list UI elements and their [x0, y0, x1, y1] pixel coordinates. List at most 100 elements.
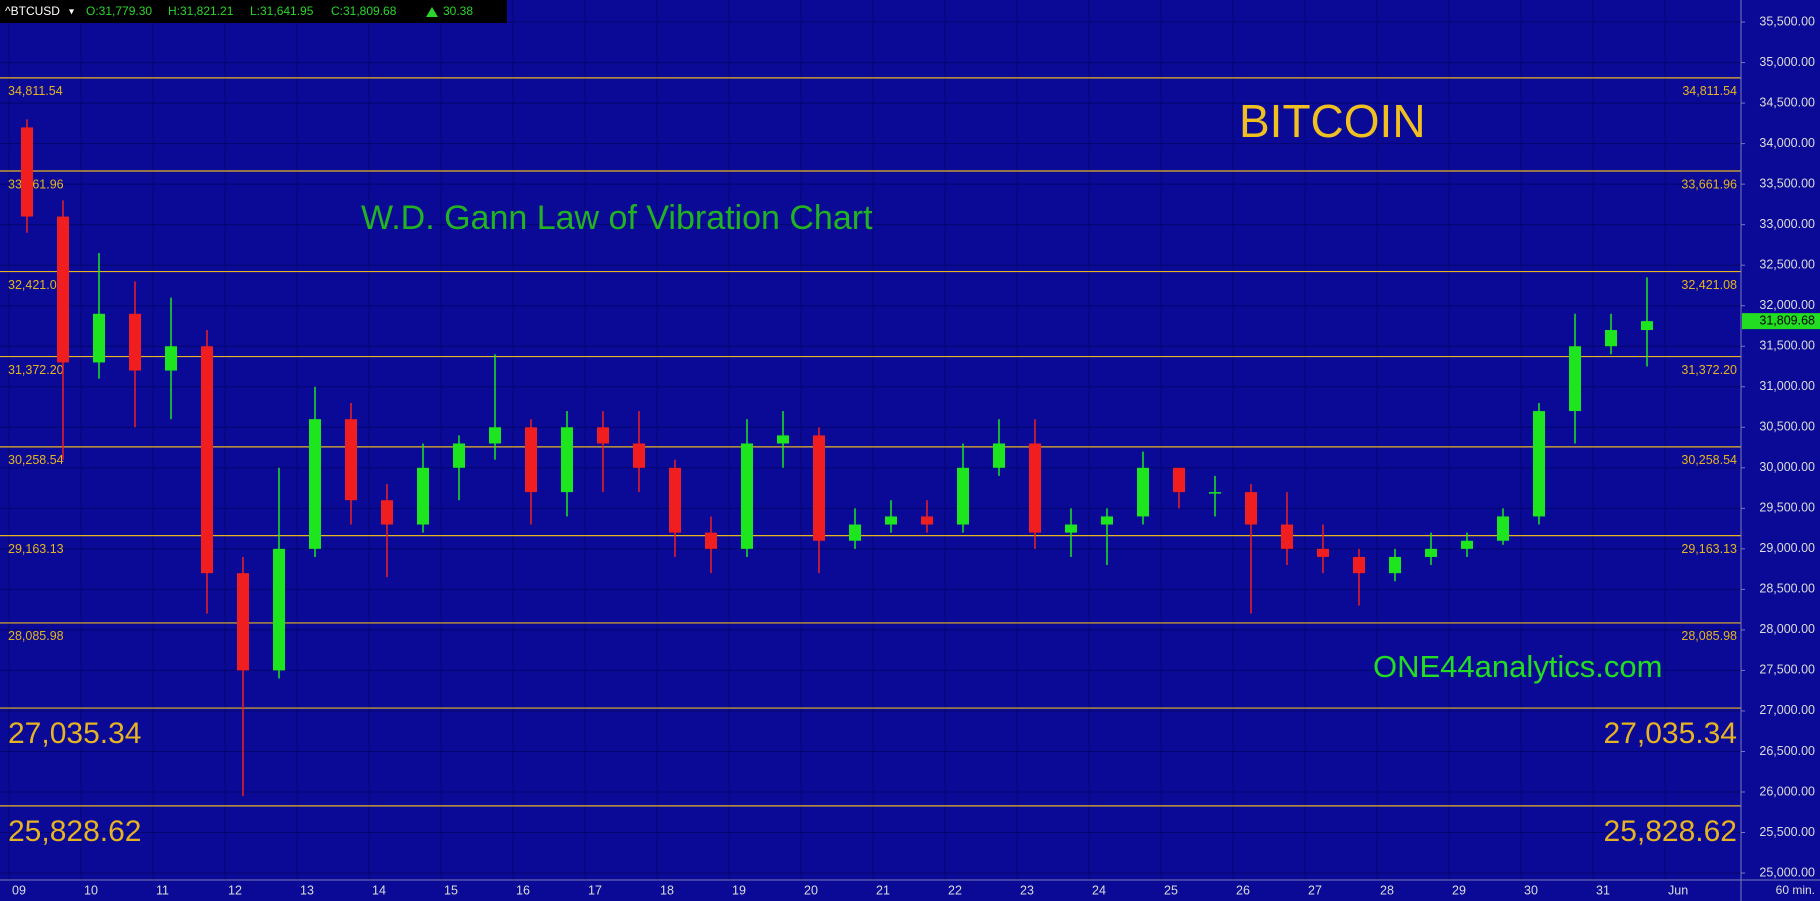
y-tick-label: 34,000.00	[1759, 136, 1815, 150]
level-label-right: 32,421.08	[1681, 278, 1737, 292]
candle-body	[597, 427, 609, 444]
candle-body	[741, 443, 753, 549]
x-tick-label: Jun	[1668, 883, 1688, 897]
y-tick-label: 34,500.00	[1759, 95, 1815, 109]
x-tick-label: 13	[300, 883, 314, 897]
candle-body	[561, 427, 573, 493]
candle-body	[201, 346, 213, 574]
chart-subtitle: W.D. Gann Law of Vibration Chart	[361, 199, 873, 237]
level-label-left: 31,372.20	[8, 363, 64, 377]
candle-body	[381, 500, 393, 525]
level-label-right: 28,085.98	[1681, 629, 1737, 643]
candle-body	[129, 313, 141, 371]
header-close: C:31,809.68	[331, 4, 397, 18]
candle-body	[453, 443, 465, 468]
candle-body	[777, 435, 789, 444]
header-change: 30.38	[443, 4, 473, 18]
x-tick-label: 18	[660, 883, 674, 897]
x-tick-label: 10	[84, 883, 98, 897]
header-high: H:31,821.21	[168, 4, 234, 18]
candle-body	[1533, 411, 1545, 517]
y-tick-label: 26,500.00	[1759, 744, 1815, 758]
y-tick-label: 30,500.00	[1759, 420, 1815, 434]
y-tick-label: 31,500.00	[1759, 339, 1815, 353]
x-tick-label: 16	[516, 883, 530, 897]
candle-body	[57, 216, 69, 363]
y-tick-label: 27,500.00	[1759, 663, 1815, 677]
level-label-right: 27,035.34	[1604, 717, 1737, 750]
interval-label: 60 min.	[1776, 883, 1815, 897]
candle-body	[1281, 524, 1293, 549]
candle-body	[1245, 492, 1257, 525]
y-tick-label: 33,500.00	[1759, 176, 1815, 190]
candle-body	[957, 467, 969, 525]
candle-body	[1461, 540, 1473, 549]
candle-body	[1353, 556, 1365, 574]
symbol-dropdown[interactable]: ▾	[69, 7, 74, 18]
x-tick-label: 24	[1092, 883, 1106, 897]
candle-body	[849, 524, 861, 541]
x-tick-label: 15	[444, 883, 458, 897]
y-tick-label: 25,500.00	[1759, 825, 1815, 839]
annotation: ONE44analytics.com	[1373, 649, 1662, 684]
y-tick-label: 26,000.00	[1759, 784, 1815, 798]
level-label-left: 32,421.08	[8, 278, 64, 292]
x-tick-label: 09	[12, 883, 26, 897]
x-tick-label: 22	[948, 883, 962, 897]
level-label-left: 33,661.96	[8, 177, 64, 191]
x-tick-label: 27	[1308, 883, 1322, 897]
x-tick-label: 19	[732, 883, 746, 897]
level-label-right: 31,372.20	[1681, 363, 1737, 377]
candle-body	[525, 427, 537, 493]
candle-body	[1497, 516, 1509, 541]
y-tick-label: 33,000.00	[1759, 217, 1815, 231]
symbol[interactable]: ^BTCUSD	[5, 4, 60, 18]
level-label-left: 29,163.13	[8, 542, 64, 556]
candle-body	[237, 573, 249, 671]
last-price-tag	[1742, 313, 1820, 330]
level-label-right: 33,661.96	[1681, 177, 1737, 191]
candle-body	[93, 313, 105, 363]
level-label-left: 27,035.34	[8, 717, 141, 750]
candle-body	[489, 427, 501, 444]
level-label-left: 34,811.54	[8, 84, 63, 98]
candle-body	[417, 467, 429, 525]
header-low: L:31,641.95	[250, 4, 314, 18]
change-arrow	[426, 7, 438, 17]
candle-body	[669, 467, 681, 533]
candle-body	[1137, 467, 1149, 517]
x-tick-label: 26	[1236, 883, 1250, 897]
x-tick-label: 11	[156, 883, 169, 897]
candle-body	[1173, 467, 1185, 493]
y-tick-label: 28,000.00	[1759, 622, 1815, 636]
header-open: O:31,779.30	[86, 4, 152, 18]
x-tick-label: 17	[588, 883, 602, 897]
x-tick-label: 30	[1524, 883, 1538, 897]
level-label-right: 34,811.54	[1682, 84, 1737, 98]
x-tick-label: 21	[876, 883, 890, 897]
y-tick-label: 31,000.00	[1759, 379, 1815, 393]
x-tick-label: 12	[228, 883, 242, 897]
candle-body	[1389, 556, 1401, 574]
candle-body	[345, 419, 357, 501]
y-tick-label: 30,000.00	[1759, 460, 1815, 474]
candle-body	[993, 443, 1005, 468]
y-tick-label: 27,000.00	[1759, 703, 1815, 717]
candle-body	[1101, 516, 1113, 525]
candle-body	[633, 443, 645, 468]
x-tick-label: 31	[1596, 883, 1610, 897]
level-label-left: 30,258.54	[8, 453, 64, 467]
y-tick-label: 29,500.00	[1759, 501, 1815, 515]
level-label-right: 29,163.13	[1681, 542, 1737, 556]
header-bar	[0, 0, 507, 23]
candle-body	[1569, 346, 1581, 412]
x-tick-label: 14	[372, 883, 386, 897]
candle-body	[1641, 321, 1653, 331]
candle-body	[21, 127, 33, 217]
x-tick-label: 28	[1380, 883, 1394, 897]
candle-body	[309, 419, 321, 549]
last-price-label: 31,809.68	[1759, 313, 1815, 327]
x-tick-label: 25	[1164, 883, 1178, 897]
